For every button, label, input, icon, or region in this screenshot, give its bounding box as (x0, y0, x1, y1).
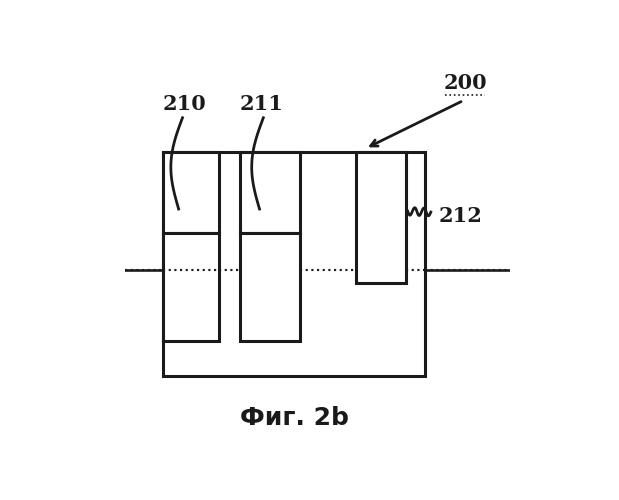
Bar (163, 233, 219, 341)
Text: 210: 210 (163, 94, 206, 114)
Text: 200: 200 (444, 72, 487, 92)
Bar (240, 152, 300, 233)
Bar (356, 152, 406, 284)
Bar (163, 152, 425, 376)
Text: 212: 212 (438, 206, 482, 226)
Text: 211: 211 (240, 94, 284, 114)
Bar (163, 152, 219, 233)
Bar (240, 233, 300, 341)
Text: Фиг. 2b: Фиг. 2b (240, 406, 348, 429)
